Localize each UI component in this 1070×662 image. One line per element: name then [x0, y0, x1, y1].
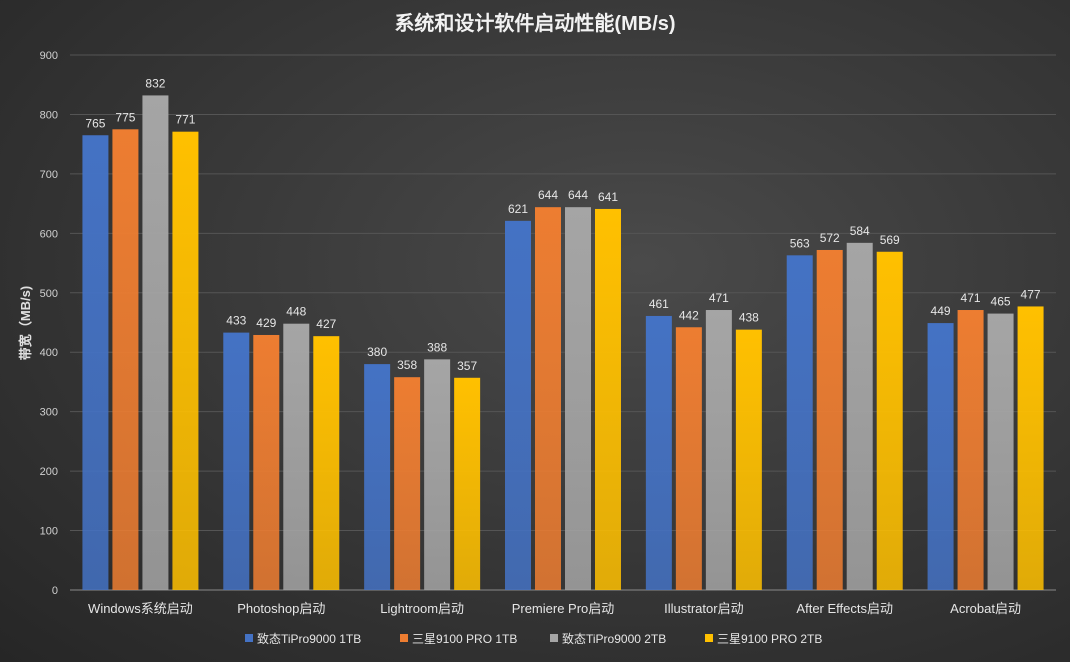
data-label: 644 [568, 188, 588, 202]
data-label: 433 [226, 314, 246, 328]
bar [223, 332, 250, 590]
bar [675, 327, 702, 590]
legend-label: 三星9100 PRO 1TB [412, 632, 517, 646]
legend-swatch [400, 634, 408, 642]
bar [1017, 306, 1044, 590]
bar [535, 207, 561, 590]
bar [987, 313, 1014, 590]
bar [846, 242, 873, 590]
y-tick-label: 700 [40, 169, 58, 181]
data-label: 357 [457, 359, 477, 373]
bar [112, 129, 139, 591]
data-label: 471 [961, 291, 981, 305]
bar [364, 364, 391, 590]
y-tick-label: 0 [52, 585, 58, 597]
y-tick-label: 900 [40, 50, 58, 62]
bar [82, 135, 109, 590]
data-label: 438 [739, 311, 759, 325]
data-label: 771 [175, 113, 195, 127]
bar [957, 310, 984, 590]
y-tick-label: 600 [40, 228, 58, 240]
data-label: 448 [286, 305, 306, 319]
legend-swatch [550, 634, 558, 642]
bar [735, 329, 762, 590]
bar [595, 208, 621, 590]
legend-label: 三星9100 PRO 2TB [717, 632, 822, 646]
bar [505, 220, 531, 590]
data-label: 765 [85, 116, 105, 130]
data-label: 775 [115, 110, 135, 124]
bar [645, 315, 672, 590]
legend-swatch [245, 634, 253, 642]
x-tick-label: Illustrator启动 [664, 601, 743, 616]
data-label: 641 [598, 190, 618, 204]
data-label: 644 [538, 188, 558, 202]
x-tick-label: After Effects启动 [796, 601, 893, 616]
y-tick-label: 200 [40, 466, 58, 478]
data-label: 569 [880, 233, 900, 247]
bar [816, 249, 843, 590]
data-label: 477 [1021, 287, 1041, 301]
data-label: 471 [709, 291, 729, 305]
data-label: 832 [145, 76, 165, 90]
data-label: 358 [397, 358, 417, 372]
data-label: 621 [508, 202, 528, 216]
data-label: 584 [850, 224, 870, 238]
data-label: 388 [427, 340, 447, 354]
data-label: 429 [256, 316, 276, 330]
data-label: 572 [820, 231, 840, 245]
bar [565, 207, 591, 590]
bar [313, 336, 340, 590]
data-label: 465 [991, 295, 1011, 309]
data-label: 449 [931, 304, 951, 318]
chart-title: 系统和设计软件启动性能(MB/s) [394, 11, 675, 35]
x-tick-label: Premiere Pro启动 [512, 601, 615, 616]
bar [394, 377, 421, 590]
bar [142, 95, 169, 590]
data-label: 563 [790, 236, 810, 250]
y-tick-label: 400 [40, 347, 58, 359]
bar [705, 310, 732, 590]
bar [424, 359, 451, 590]
x-tick-label: Lightroom启动 [380, 601, 464, 616]
legend-swatch [705, 634, 713, 642]
x-tick-label: Acrobat启动 [950, 601, 1021, 616]
y-axis-label: 带宽（MB/s) [18, 286, 33, 360]
bar [172, 131, 199, 590]
bar [283, 323, 310, 590]
x-tick-label: Windows系统启动 [88, 601, 193, 616]
bar [786, 255, 813, 591]
bar [876, 251, 903, 590]
data-label: 427 [316, 317, 336, 331]
legend-label: 致态TiPro9000 1TB [257, 632, 361, 646]
data-label: 461 [649, 297, 669, 311]
data-label: 380 [367, 345, 387, 359]
data-label: 442 [679, 308, 699, 322]
y-tick-label: 500 [40, 288, 58, 300]
y-tick-label: 800 [40, 109, 58, 121]
legend-label: 致态TiPro9000 2TB [562, 632, 666, 646]
bar [253, 334, 280, 590]
x-tick-label: Photoshop启动 [237, 601, 325, 616]
bar [927, 323, 954, 590]
bar [454, 377, 481, 590]
y-tick-label: 300 [40, 407, 58, 419]
y-tick-label: 100 [40, 526, 58, 538]
